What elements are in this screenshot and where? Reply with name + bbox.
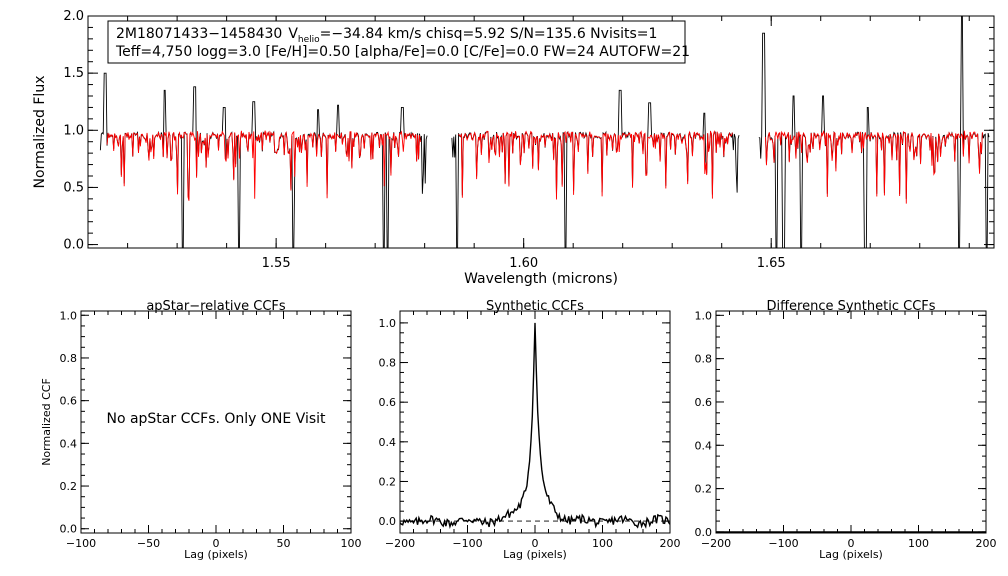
y-tick-label: 0.2 (60, 480, 78, 493)
y-tick-label: 0.0 (379, 515, 397, 528)
y-tick-label: 0.2 (379, 475, 397, 488)
annotation-line-1: 2M18071433−1458430 Vhelio=−34.84 km/s chi… (116, 26, 657, 45)
y-tick-label: 0.6 (379, 396, 397, 409)
synthetic-ccf-panel: Synthetic CCFs −200 −100 0 100 200 0.0 0.2 0.4 0… (379, 299, 681, 561)
synthetic-ccf-xlabel: Lag (pixels) (503, 548, 567, 561)
y-tick-label: 1.0 (60, 309, 78, 322)
x-tick-label: −100 (452, 537, 482, 550)
annotation-line-2: Teff=4,750 logg=3.0 [Fe/H]=0.50 [alpha/F… (115, 44, 690, 60)
spectrum-frame (87, 15, 995, 249)
difference-ccf-panel: Difference Synthetic CCFs −200 −100 0 100 20… (695, 299, 997, 561)
y-tick-label: 0.0 (695, 526, 713, 539)
synthetic-ccf-ticks: −200 −100 0 100 200 0.0 0.2 0.4 0.6 0.8 1.0 (379, 311, 681, 550)
spectrum-observed-line (99, 72, 428, 248)
y-tick-label: 0.8 (60, 352, 78, 365)
annotation-line-1-rest: =−34.84 km/s chisq=5.92 S/N=135.6 Nvisit… (320, 26, 658, 42)
spectrum-ylabel: Normalized Flux (32, 76, 48, 189)
annotation-box (107, 20, 686, 64)
x-tick-label: −100 (66, 537, 96, 550)
spectrum-model-line (106, 130, 421, 201)
x-tick-label: 0 (213, 537, 220, 550)
synthetic-ccf-line (399, 322, 671, 530)
y-tick-label: 1.0 (695, 309, 713, 322)
x-tick-label: 1.65 (757, 256, 786, 271)
y-tick-label: 0.8 (379, 357, 397, 370)
spectrum-xlabel: Wavelength (microns) (464, 271, 618, 287)
apstar-ccf-xlabel: Lag (pixels) (184, 548, 248, 561)
apstar-ccf-ticks: −100 −50 0 50 100 0.0 0.2 0.4 0.6 0.8 1.0 (60, 309, 362, 550)
difference-ccf-ticks: −200 −100 0 100 200 0.0 0.2 0.4 0.6 0.8 1.0 (695, 309, 997, 550)
x-tick-label: 0 (848, 537, 855, 550)
x-tick-label: 0 (532, 537, 539, 550)
y-tick-label: 0.0 (63, 238, 84, 253)
y-tick-label: 1.0 (379, 317, 397, 330)
synthetic-ccf-series-group (399, 322, 671, 530)
y-tick-label: 1.0 (63, 123, 84, 138)
y-tick-label: 0.4 (695, 439, 713, 452)
x-tick-label: 100 (908, 537, 929, 550)
x-tick-label: 200 (660, 537, 681, 550)
x-tick-label: 1.55 (262, 256, 291, 271)
spectrum-series-group (99, 16, 990, 248)
spectrum-panel: 1.55 1.60 1.65 0.0 0.5 1.0 1.5 2.0 Wavelength (… (32, 9, 995, 287)
spectrum-observed-line (758, 16, 990, 248)
spectrum-model-line (458, 130, 733, 200)
y-tick-label: 0.6 (695, 396, 713, 409)
y-tick-label: 1.5 (63, 66, 84, 81)
annotation-star-id: 2M18071433−1458430 (116, 26, 282, 42)
apstar-ccf-panel: apStar−relative CCFs −100 −50 0 50 100 0.0 0.2… (40, 299, 362, 561)
x-tick-label: 1.60 (509, 256, 538, 271)
synthetic-ccf-title: Synthetic CCFs (486, 299, 584, 314)
y-tick-label: 0.8 (695, 353, 713, 366)
apstar-ccf-title: apStar−relative CCFs (146, 299, 286, 314)
y-tick-label: 2.0 (63, 9, 84, 24)
annotation-vhelio-label: V (288, 26, 298, 42)
y-tick-label: 0.2 (695, 483, 713, 496)
difference-ccf-title: Difference Synthetic CCFs (766, 299, 935, 314)
spectrum-model-line (765, 130, 983, 204)
y-tick-label: 0.6 (60, 395, 78, 408)
y-tick-label: 0.4 (379, 436, 397, 449)
difference-ccf-xlabel: Lag (pixels) (819, 548, 883, 561)
x-tick-label: −200 (701, 537, 731, 550)
annotation-vhelio-sub: helio (298, 35, 320, 45)
x-tick-label: 50 (277, 537, 291, 550)
x-tick-label: −200 (385, 537, 415, 550)
spectrum-observed-line (451, 89, 740, 248)
x-tick-label: 100 (341, 537, 362, 550)
difference-ccf-frame (715, 310, 987, 534)
y-tick-label: 0.5 (63, 180, 84, 195)
y-tick-label: 0.0 (60, 523, 78, 536)
x-tick-label: −100 (768, 537, 798, 550)
x-tick-label: −50 (137, 537, 160, 550)
ccf-ylabel: Normalized CCF (40, 378, 53, 466)
no-ccf-note: No apStar CCFs. Only ONE Visit (106, 411, 326, 427)
x-tick-label: 200 (976, 537, 997, 550)
y-tick-label: 0.4 (60, 437, 78, 450)
x-tick-label: 100 (592, 537, 613, 550)
